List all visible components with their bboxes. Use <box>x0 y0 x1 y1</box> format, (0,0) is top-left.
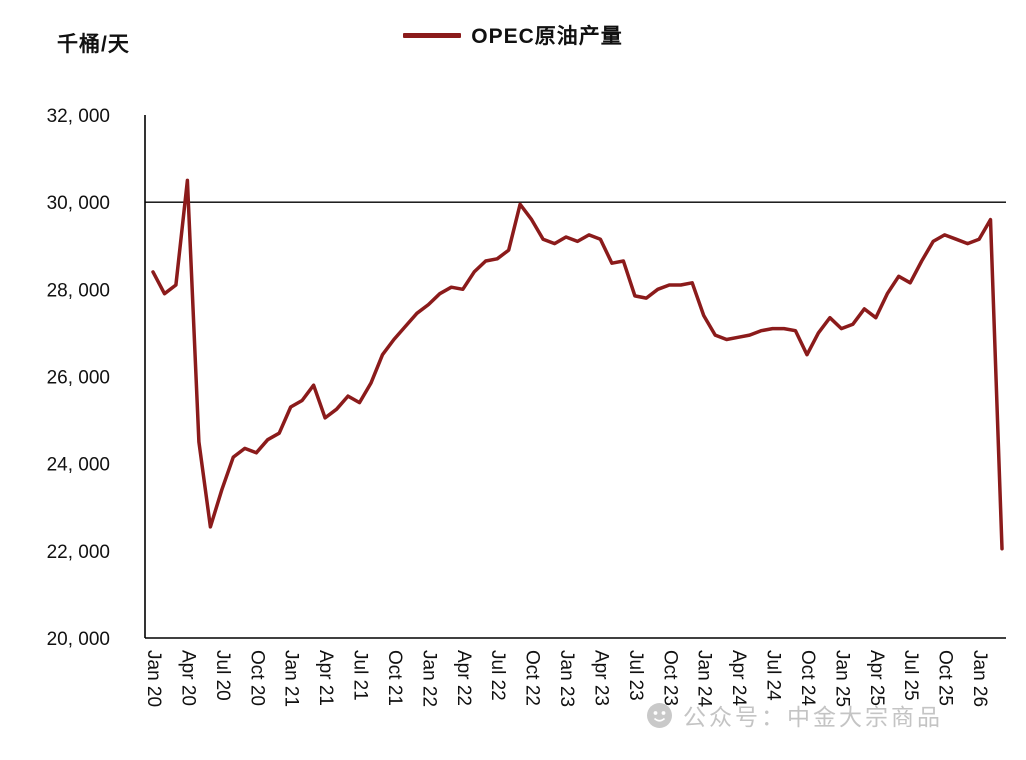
x-tick-label: Oct 25 <box>935 650 956 706</box>
y-tick-label: 30, 000 <box>47 193 110 214</box>
y-tick-label: 32, 000 <box>47 106 110 127</box>
x-tick-label: Oct 21 <box>384 650 405 706</box>
x-tick-label: Jul 25 <box>900 650 921 701</box>
x-tick-label: Jan 20 <box>143 650 164 707</box>
x-tick-label: Jul 23 <box>625 650 646 701</box>
x-tick-label: Jan 22 <box>418 650 439 707</box>
x-tick-label: Apr 20 <box>177 650 198 706</box>
x-tick-label: Jul 20 <box>212 650 233 701</box>
x-tick-label: Jan 24 <box>694 650 715 707</box>
y-tick-label: 20, 000 <box>47 629 110 650</box>
x-tick-label: Apr 24 <box>728 650 749 706</box>
x-tick-label: Apr 21 <box>315 650 336 706</box>
watermark: 公众号：中金大宗商品 <box>646 698 943 732</box>
x-tick-label: Jan 26 <box>969 650 990 707</box>
x-tick-label: Oct 22 <box>522 650 543 706</box>
x-tick-label: Jul 22 <box>487 650 508 701</box>
x-tick-label: Jul 21 <box>350 650 371 701</box>
watermark-text: 公众号：中金大宗商品 <box>683 704 943 730</box>
y-tick-label: 22, 000 <box>47 542 110 563</box>
x-tick-label: Jan 25 <box>831 650 852 707</box>
y-tick-label: 24, 000 <box>47 455 110 476</box>
wechat-official-account-icon <box>646 702 673 729</box>
x-tick-label: Apr 23 <box>590 650 611 706</box>
y-tick-label: 28, 000 <box>47 280 110 301</box>
x-tick-label: Apr 25 <box>866 650 887 706</box>
x-tick-label: Jan 23 <box>556 650 577 707</box>
x-tick-label: Jul 24 <box>763 650 784 701</box>
y-tick-label: 26, 000 <box>47 368 110 389</box>
y-axis-unit-label: 千桶/天 <box>57 33 130 56</box>
x-tick-label: Oct 23 <box>659 650 680 706</box>
x-tick-label: Oct 24 <box>797 650 818 706</box>
x-tick-label: Oct 20 <box>246 650 267 706</box>
x-tick-label: Jan 21 <box>281 650 302 707</box>
x-tick-label: Apr 22 <box>453 650 474 706</box>
production-line-series <box>151 178 1004 551</box>
